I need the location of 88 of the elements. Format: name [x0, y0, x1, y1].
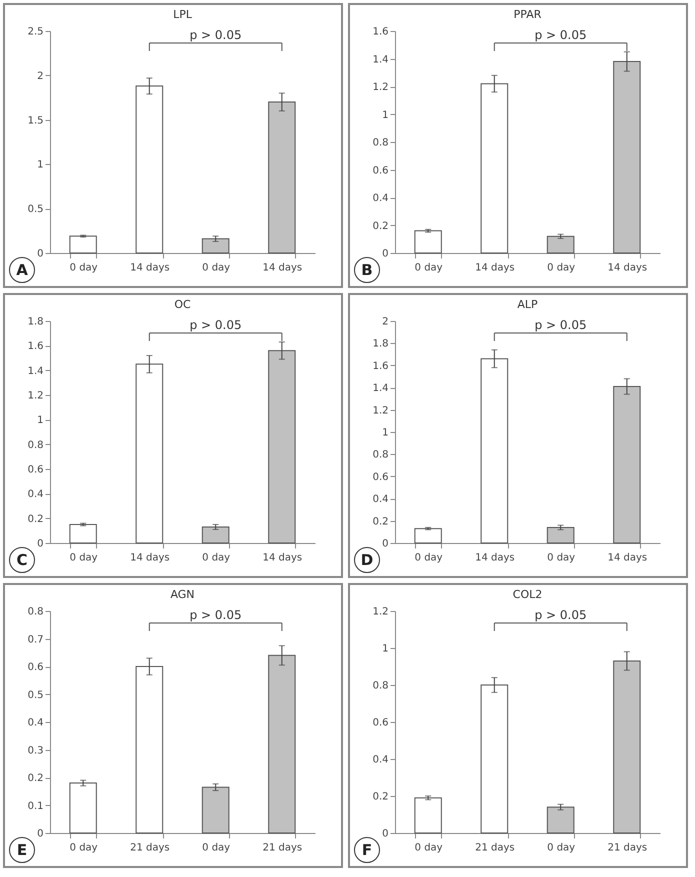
- x-tick-label: 14 days: [608, 262, 648, 274]
- chart-title: AGN: [170, 588, 195, 601]
- y-tick-label: 0.5: [28, 690, 44, 701]
- x-tick-label: 0 day: [547, 552, 576, 564]
- y-tick-label: 1.6: [372, 26, 388, 38]
- chart-title: PPAR: [514, 8, 542, 21]
- y-tick-label: 0: [382, 538, 388, 550]
- y-tick-label: 1.4: [372, 54, 388, 66]
- x-tick-label: 0 day: [414, 842, 443, 854]
- x-tick-label: 0 day: [414, 262, 443, 274]
- y-tick-label: 0: [382, 248, 388, 260]
- x-tick-label: 14 days: [130, 262, 170, 274]
- y-tick-label: 0.6: [28, 464, 44, 476]
- x-tick-label: 0 day: [202, 842, 230, 854]
- x-tick-label: 0 day: [202, 552, 230, 564]
- y-tick-label: 1: [382, 110, 388, 121]
- y-tick-label: 0.2: [372, 792, 388, 802]
- x-tick-label: 0 day: [70, 842, 98, 854]
- y-tick-label: 0: [37, 538, 44, 550]
- chart-title: LPL: [173, 8, 193, 21]
- y-tick-label: 0.4: [372, 494, 388, 506]
- annotation: p > 0.05: [190, 318, 242, 332]
- x-tick-label: 21 days: [262, 842, 302, 854]
- y-tick-label: 0.2: [372, 220, 388, 232]
- y-tick-label: 0: [382, 828, 388, 840]
- y-tick-label: 0.2: [28, 514, 44, 525]
- y-tick-label: 0.8: [28, 440, 44, 451]
- chart-title: OC: [174, 298, 191, 311]
- y-tick-label: 1.8: [372, 338, 388, 350]
- y-tick-label: 0.2: [372, 516, 388, 528]
- y-tick-label: 1.2: [372, 606, 388, 618]
- y-tick-label: 1.5: [28, 115, 44, 126]
- y-tick-label: 1: [382, 644, 388, 654]
- y-tick-label: 0.1: [28, 800, 44, 812]
- x-tick-label: 21 days: [608, 842, 648, 854]
- chart-title: ALP: [517, 298, 538, 311]
- y-tick-label: 0.8: [372, 680, 388, 692]
- y-tick-label: 1.6: [28, 341, 44, 352]
- y-tick-label: 1.4: [28, 366, 44, 377]
- annotation: p > 0.05: [190, 608, 242, 622]
- y-tick-label: 0.6: [372, 472, 388, 483]
- y-tick-label: 0.8: [372, 138, 388, 148]
- x-tick-label: 21 days: [475, 842, 515, 854]
- y-tick-label: 0.4: [28, 489, 44, 500]
- x-tick-label: 14 days: [475, 552, 515, 564]
- y-tick-label: 0: [37, 828, 44, 840]
- x-tick-label: 14 days: [262, 262, 302, 274]
- y-tick-label: 0.4: [28, 718, 44, 728]
- x-tick-label: 0 day: [70, 262, 98, 274]
- y-tick-label: 0: [37, 248, 44, 260]
- y-tick-label: 2: [37, 70, 44, 82]
- y-tick-label: 1.8: [28, 316, 44, 328]
- y-tick-label: 1: [37, 160, 44, 171]
- annotation: p > 0.05: [534, 28, 587, 42]
- y-tick-label: 1: [382, 428, 388, 438]
- x-tick-label: 0 day: [547, 842, 576, 854]
- x-tick-label: 14 days: [608, 552, 648, 564]
- x-tick-label: 14 days: [475, 262, 515, 274]
- x-tick-label: 0 day: [70, 552, 98, 564]
- x-tick-label: 0 day: [547, 262, 576, 274]
- x-tick-label: 14 days: [130, 552, 170, 564]
- annotation: p > 0.05: [534, 608, 587, 622]
- x-tick-label: 14 days: [262, 552, 302, 564]
- y-tick-label: 1: [37, 415, 44, 426]
- y-tick-label: 1.2: [372, 82, 388, 93]
- y-tick-label: 1.2: [28, 390, 44, 402]
- y-tick-label: 0.7: [28, 634, 44, 646]
- y-tick-label: 2: [382, 316, 388, 328]
- y-tick-label: 1.6: [372, 360, 388, 372]
- y-tick-label: 0.5: [28, 204, 44, 216]
- annotation: p > 0.05: [534, 318, 587, 332]
- y-tick-label: 0.3: [28, 745, 44, 756]
- x-tick-label: 21 days: [130, 842, 170, 854]
- y-tick-label: 0.8: [372, 450, 388, 461]
- y-tick-label: 1.4: [372, 383, 388, 394]
- annotation: p > 0.05: [190, 28, 242, 42]
- y-tick-label: 0.6: [372, 718, 388, 728]
- y-tick-label: 0.6: [372, 165, 388, 176]
- y-tick-label: 0.4: [372, 193, 388, 204]
- y-tick-label: 0.8: [28, 606, 44, 618]
- y-tick-label: 0.6: [28, 662, 44, 673]
- y-tick-label: 0.4: [372, 754, 388, 766]
- y-tick-label: 1.2: [372, 405, 388, 416]
- x-tick-label: 0 day: [202, 262, 230, 274]
- x-tick-label: 0 day: [414, 552, 443, 564]
- chart-title: COL2: [512, 588, 542, 601]
- y-tick-label: 0.2: [28, 773, 44, 784]
- y-tick-label: 2.5: [28, 26, 44, 38]
